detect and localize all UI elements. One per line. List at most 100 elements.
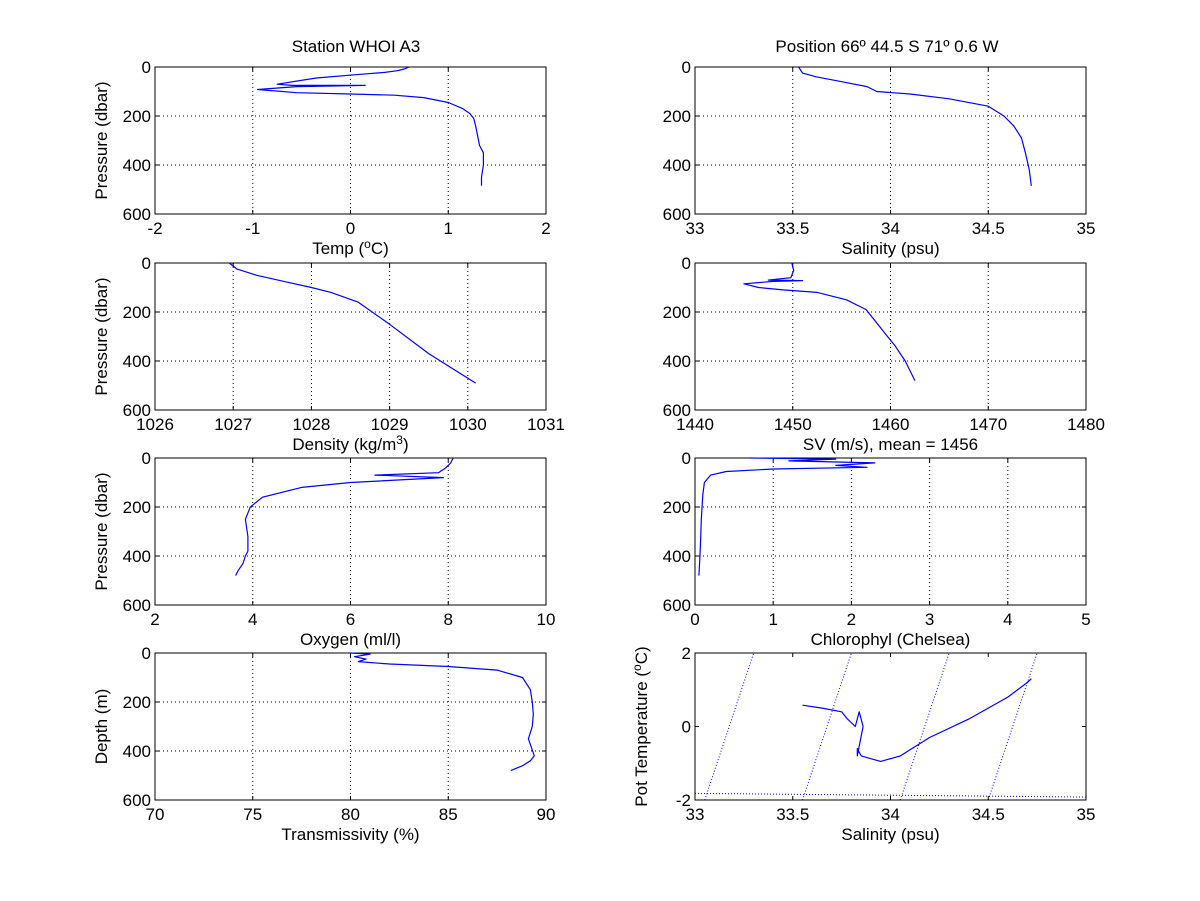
ts-ytick-label: 0 <box>682 718 691 737</box>
density-ytick-label: 400 <box>123 352 151 371</box>
temp-ytick-label: 0 <box>142 58 151 77</box>
chlorophyll-ytick-label: 200 <box>663 498 691 517</box>
ts-profile-line <box>802 678 1032 763</box>
sv-xtick-label: 1450 <box>774 415 812 434</box>
ts-xtick-label: 35 <box>1077 805 1096 824</box>
temp-ytick-label: 200 <box>123 107 151 126</box>
oxygen-panel: 2 4 6 8 10 0 200 400 600 Oxygen (ml/l) Pressure (d… <box>92 449 555 649</box>
transmissivity-panel: 70 75 80 85 90 0 200 400 600 Transmissivity (%) De… <box>92 644 555 844</box>
density-xtick-label: 1029 <box>371 415 409 434</box>
transmissivity-ytick-label: 200 <box>123 693 151 712</box>
temp-profile-line <box>257 66 484 186</box>
temp-ylabel: Pressure (dbar) <box>92 81 111 199</box>
ts-freezing-line <box>694 792 1087 798</box>
temp-ytick-label: 600 <box>123 205 151 224</box>
temp-xlabel: Temp (oC) <box>312 237 389 258</box>
density-ytick-label: 200 <box>123 303 151 322</box>
position-title: Position 66º 44.5 S 71º 0.6 W <box>775 37 998 56</box>
density-xtick-label: 1030 <box>449 415 487 434</box>
salinity-xtick-label: 33.5 <box>776 219 809 238</box>
ts-isopycnal <box>987 652 1038 801</box>
sv-xtick-label: 1440 <box>676 415 714 434</box>
density-axes-frame <box>154 262 547 411</box>
chlorophyll-xtick-label: 5 <box>1081 610 1090 629</box>
salinity-xlabel: Salinity (psu) <box>841 239 939 258</box>
temp-xtick-label: 1 <box>444 219 453 238</box>
temp-xtick-label: -2 <box>147 219 162 238</box>
sv-ytick-label: 600 <box>663 401 691 420</box>
temp-xtick-label: 0 <box>346 219 355 238</box>
oxygen-xtick-label: 2 <box>150 610 159 629</box>
sv-ytick-label: 400 <box>663 352 691 371</box>
density-xtick-label: 1027 <box>214 415 252 434</box>
oxygen-ytick-label: 0 <box>142 449 151 468</box>
chlorophyll-xlabel: Chlorophyl (Chelsea) <box>811 630 971 649</box>
oxygen-xlabel: Oxygen (ml/l) <box>300 630 401 649</box>
sv-xtick-label: 1480 <box>1067 415 1105 434</box>
sv-xlabel: SV (m/s), mean = 1456 <box>803 435 978 454</box>
ts-xlabel: Salinity (psu) <box>841 825 939 844</box>
salinity-xtick-label: 33 <box>686 219 705 238</box>
transmissivity-xtick-label: 70 <box>146 805 165 824</box>
salinity-ytick-label: 0 <box>682 58 691 77</box>
temp-xtick-label: 2 <box>541 219 550 238</box>
sv-panel: 1440 1450 1460 1470 1480 0 200 400 600 SV (m/s), … <box>663 254 1105 454</box>
sv-ytick-label: 200 <box>663 303 691 322</box>
salinity-xtick-label: 35 <box>1077 219 1096 238</box>
transmissivity-xtick-label: 80 <box>341 805 360 824</box>
oxygen-xtick-label: 8 <box>444 610 453 629</box>
ts-isopycnal <box>802 652 852 801</box>
chlorophyll-xtick-label: 3 <box>925 610 934 629</box>
transmissivity-ytick-label: 0 <box>142 644 151 663</box>
transmissivity-xlabel: Transmissivity (%) <box>281 825 419 844</box>
density-ylabel: Pressure (dbar) <box>92 277 111 395</box>
ts-xtick-label: 33.5 <box>776 805 809 824</box>
transmissivity-ytick-label: 400 <box>123 742 151 761</box>
sv-profile-line <box>743 262 916 381</box>
chlorophyll-ytick-label: 400 <box>663 547 691 566</box>
ts-xtick-label: 33 <box>686 805 705 824</box>
density-xtick-label: 1028 <box>292 415 330 434</box>
sv-xtick-label: 1460 <box>872 415 910 434</box>
chlorophyll-xtick-label: 4 <box>1003 610 1012 629</box>
ts-isopycnal <box>704 652 755 801</box>
oxygen-xtick-label: 4 <box>248 610 257 629</box>
ts-ytick-label: 2 <box>682 644 691 663</box>
ts-xtick-label: 34.5 <box>972 805 1005 824</box>
oxygen-ytick-label: 200 <box>123 498 151 517</box>
chlorophyll-panel: 0 1 2 3 4 5 0 200 400 600 Chlorophyl (Chelsea) <box>663 449 1091 649</box>
transmissivity-profile-line <box>350 652 535 772</box>
ts-ylabel: Pot Temperature (oC) <box>630 646 651 806</box>
salinity-ytick-label: 200 <box>663 107 691 126</box>
sv-ytick-label: 0 <box>682 254 691 273</box>
transmissivity-xtick-label: 75 <box>243 805 262 824</box>
oxygen-ylabel: Pressure (dbar) <box>92 472 111 590</box>
chlorophyll-ytick-label: 600 <box>663 596 691 615</box>
temp-panel: -2 -1 0 1 2 0 200 400 600 Temp (oC) Pressure (dbar… <box>92 58 551 258</box>
density-ytick-label: 0 <box>142 254 151 273</box>
salinity-ytick-label: 400 <box>663 156 691 175</box>
temp-xtick-label: -1 <box>245 219 260 238</box>
oxygen-ytick-label: 600 <box>123 596 151 615</box>
ts-ytick-label: -2 <box>676 791 691 810</box>
ts-xtick-label: 34 <box>881 805 900 824</box>
density-panel: 1026 1027 1028 1029 1030 1031 0 200 400 600 Densit… <box>92 254 565 454</box>
oxygen-xtick-label: 6 <box>346 610 355 629</box>
temp-ytick-label: 400 <box>123 156 151 175</box>
chlorophyll-profile-line <box>698 457 876 576</box>
transmissivity-xtick-label: 85 <box>439 805 458 824</box>
density-ytick-label: 600 <box>123 401 151 420</box>
chlorophyll-ytick-label: 0 <box>682 449 691 468</box>
density-xtick-label: 1026 <box>136 415 174 434</box>
chlorophyll-xtick-label: 2 <box>847 610 856 629</box>
salinity-ytick-label: 600 <box>663 205 691 224</box>
chlorophyll-xtick-label: 0 <box>690 610 699 629</box>
sv-xtick-label: 1470 <box>969 415 1007 434</box>
density-profile-line <box>228 262 476 384</box>
oxygen-xtick-label: 10 <box>537 610 556 629</box>
salinity-xtick-label: 34.5 <box>972 219 1005 238</box>
transmissivity-ytick-label: 600 <box>123 791 151 810</box>
station-title: Station WHOI A3 <box>292 37 421 56</box>
